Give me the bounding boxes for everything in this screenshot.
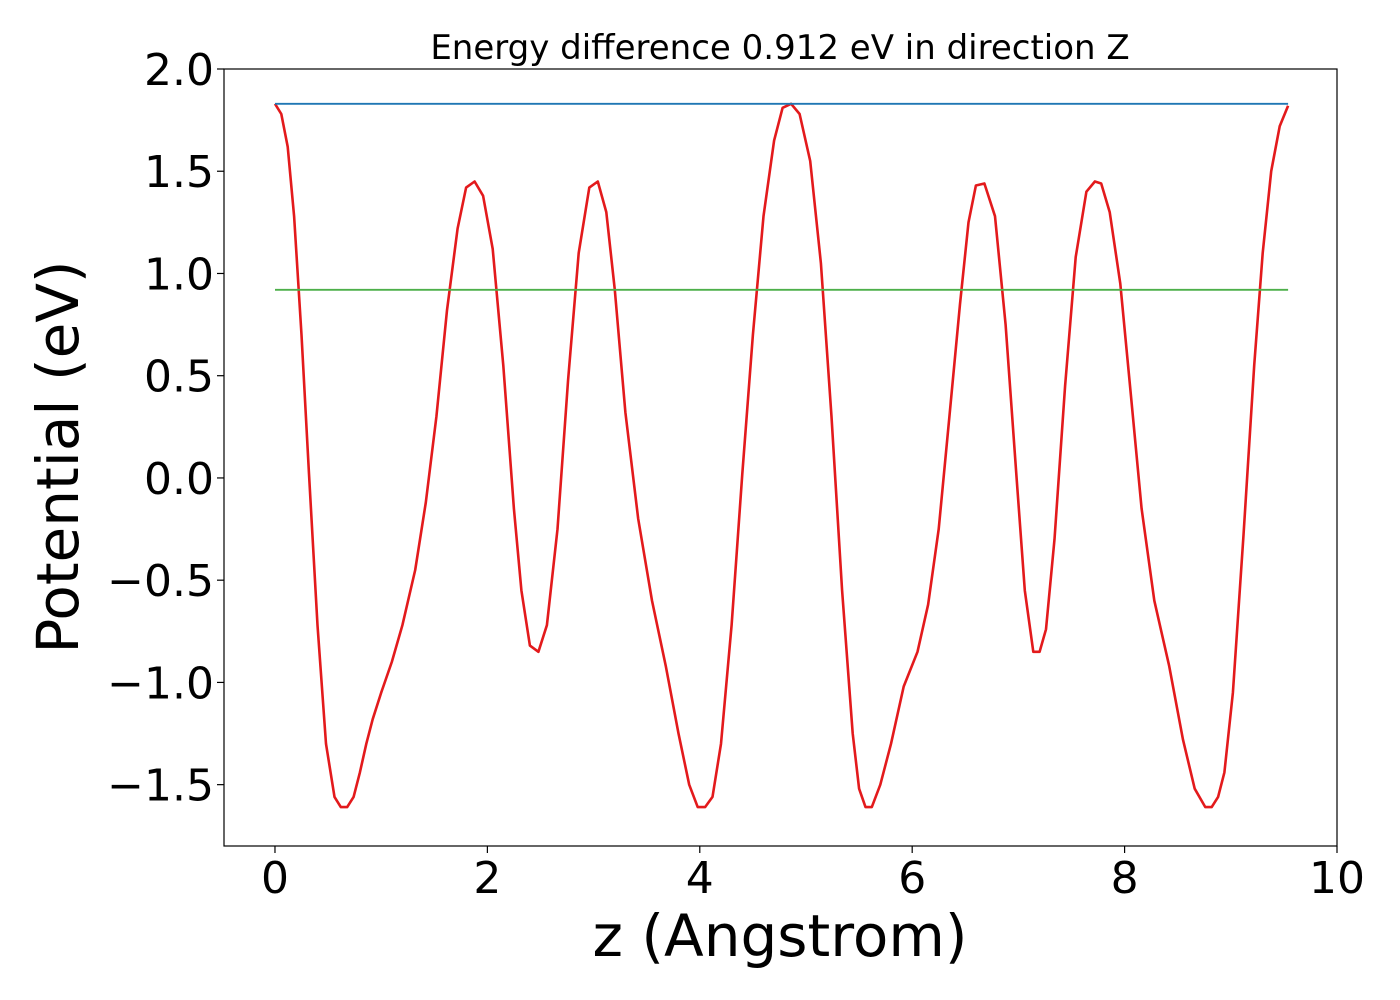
y-tick-label: −0.5	[107, 556, 214, 607]
y-tick-label: 2.0	[144, 45, 214, 96]
x-tick-label: 8	[1111, 853, 1139, 904]
x-tick-label: 6	[898, 853, 926, 904]
y-tick-label: −1.0	[107, 658, 214, 709]
plot-area-frame	[223, 68, 1338, 847]
x-tick-label: 0	[261, 853, 289, 904]
x-axis-label: z (Angstrom)	[593, 902, 968, 970]
x-axis-ticks: 0 2 4 6 8 10	[261, 846, 1365, 904]
x-tick-label: 4	[686, 853, 714, 904]
y-tick-label: −1.5	[107, 761, 214, 812]
x-tick-label: 10	[1309, 853, 1365, 904]
y-tick-label: 1.0	[144, 249, 214, 300]
y-tick-label: 0.5	[144, 352, 214, 403]
chart-title: Energy difference 0.912 eV in direction …	[430, 28, 1129, 68]
y-tick-label: 1.5	[144, 147, 214, 198]
x-tick-label: 2	[473, 853, 501, 904]
y-axis-ticks: −1.5 −1.0 −0.5 0.0 0.5 1.0 1.5 2.0	[107, 45, 224, 812]
series-layer	[273, 102, 1290, 809]
potential-curve	[273, 102, 1290, 809]
y-axis-label: Potential (eV)	[24, 260, 92, 653]
y-tick-label: 0.0	[144, 454, 214, 505]
